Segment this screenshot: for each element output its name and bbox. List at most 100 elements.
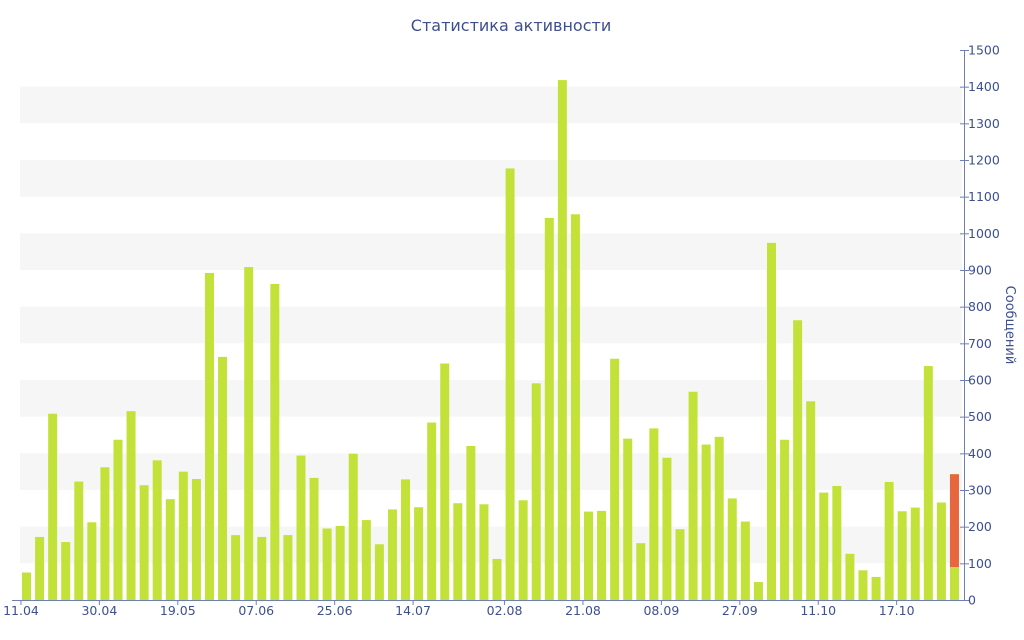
bar xyxy=(766,242,776,600)
bar xyxy=(466,446,476,600)
chart-title: Статистика активности xyxy=(411,16,611,35)
bar xyxy=(178,471,188,600)
bar xyxy=(623,438,633,600)
y-tick-label: 700 xyxy=(968,336,992,351)
y-tick-label: 200 xyxy=(968,519,992,534)
grid-band xyxy=(20,160,962,197)
x-tick-label: 30.04 xyxy=(81,603,117,618)
bar xyxy=(557,80,567,601)
bar xyxy=(845,553,855,600)
bar xyxy=(191,479,201,600)
bar xyxy=(427,422,437,600)
bar xyxy=(453,503,463,600)
bar xyxy=(126,411,136,600)
bar xyxy=(165,499,175,600)
x-tick-label: 19.05 xyxy=(160,603,196,618)
bar xyxy=(806,401,816,600)
bar xyxy=(74,481,84,600)
grid-band xyxy=(20,380,962,417)
bar xyxy=(87,522,97,600)
bar xyxy=(100,467,110,600)
bar xyxy=(832,485,842,600)
bar xyxy=(257,536,267,600)
bar xyxy=(270,283,280,600)
x-tick-label: 17.10 xyxy=(879,603,915,618)
bar xyxy=(113,439,123,600)
bar xyxy=(204,272,214,600)
bar-highlight xyxy=(949,474,959,567)
y-tick-label: 0 xyxy=(968,593,976,608)
grid-band xyxy=(20,233,962,270)
y-tick-label: 600 xyxy=(968,373,992,388)
bar xyxy=(793,320,803,600)
bar xyxy=(440,363,450,600)
x-tick-label: 07.06 xyxy=(238,603,274,618)
bar xyxy=(897,511,907,600)
bar xyxy=(570,214,580,600)
bars-group xyxy=(22,80,959,601)
bar xyxy=(597,510,607,600)
bar xyxy=(649,428,659,600)
x-tick-label: 11.04 xyxy=(3,603,39,618)
y-tick-label: 1200 xyxy=(968,153,1000,168)
bar xyxy=(701,444,711,600)
bar xyxy=(544,217,554,600)
y-tick-label: 800 xyxy=(968,299,992,314)
grid-bands xyxy=(20,86,962,564)
bar xyxy=(858,570,868,600)
y-tick-label: 300 xyxy=(968,483,992,498)
x-tick-label: 25.06 xyxy=(317,603,353,618)
bar xyxy=(780,439,790,600)
axes-group: 0 100 200 300 400 500 600 700 800 900 1000 1100 1200… xyxy=(3,43,1000,619)
y-tick-label: 1100 xyxy=(968,189,1000,204)
bar xyxy=(675,529,685,600)
bar xyxy=(348,453,358,600)
y-tick-label: 1400 xyxy=(968,79,1000,94)
bar xyxy=(819,492,829,600)
bar xyxy=(492,558,502,600)
bar xyxy=(936,502,946,600)
bar xyxy=(727,498,737,600)
bar xyxy=(401,479,411,600)
bar xyxy=(361,520,371,600)
x-tick-label: 14.07 xyxy=(395,603,431,618)
bar xyxy=(923,366,933,600)
bar xyxy=(910,507,920,600)
bar xyxy=(518,500,528,600)
bar xyxy=(871,576,881,600)
y-tick-label: 900 xyxy=(968,263,992,278)
y-tick-label: 400 xyxy=(968,446,992,461)
y-tick-label: 1300 xyxy=(968,116,1000,131)
bar xyxy=(296,455,306,600)
bar xyxy=(231,535,241,600)
bar xyxy=(61,542,71,600)
bar xyxy=(884,481,894,600)
bar xyxy=(335,525,345,600)
bar xyxy=(505,168,515,600)
bar xyxy=(139,485,149,600)
bar xyxy=(636,543,646,600)
bar xyxy=(584,511,594,600)
bar xyxy=(48,413,58,600)
bar xyxy=(662,457,672,600)
bar xyxy=(322,528,332,600)
bar xyxy=(152,460,162,600)
grid-band xyxy=(20,453,962,490)
bar xyxy=(740,521,750,600)
bar xyxy=(22,572,31,600)
grid-band xyxy=(20,86,962,124)
bar xyxy=(387,509,397,600)
x-tick-label: 21.08 xyxy=(565,603,601,618)
bar xyxy=(374,544,384,600)
y-axis-title: Сообщений xyxy=(1002,286,1017,365)
bar xyxy=(479,504,489,600)
x-tick-label: 02.08 xyxy=(487,603,523,618)
bar xyxy=(244,267,254,600)
bar xyxy=(414,507,424,600)
x-tick-label: 27.09 xyxy=(722,603,758,618)
y-tick-label: 1000 xyxy=(968,226,1000,241)
bar xyxy=(610,358,620,600)
y-tick-label: 500 xyxy=(968,409,992,424)
bar xyxy=(753,582,763,600)
